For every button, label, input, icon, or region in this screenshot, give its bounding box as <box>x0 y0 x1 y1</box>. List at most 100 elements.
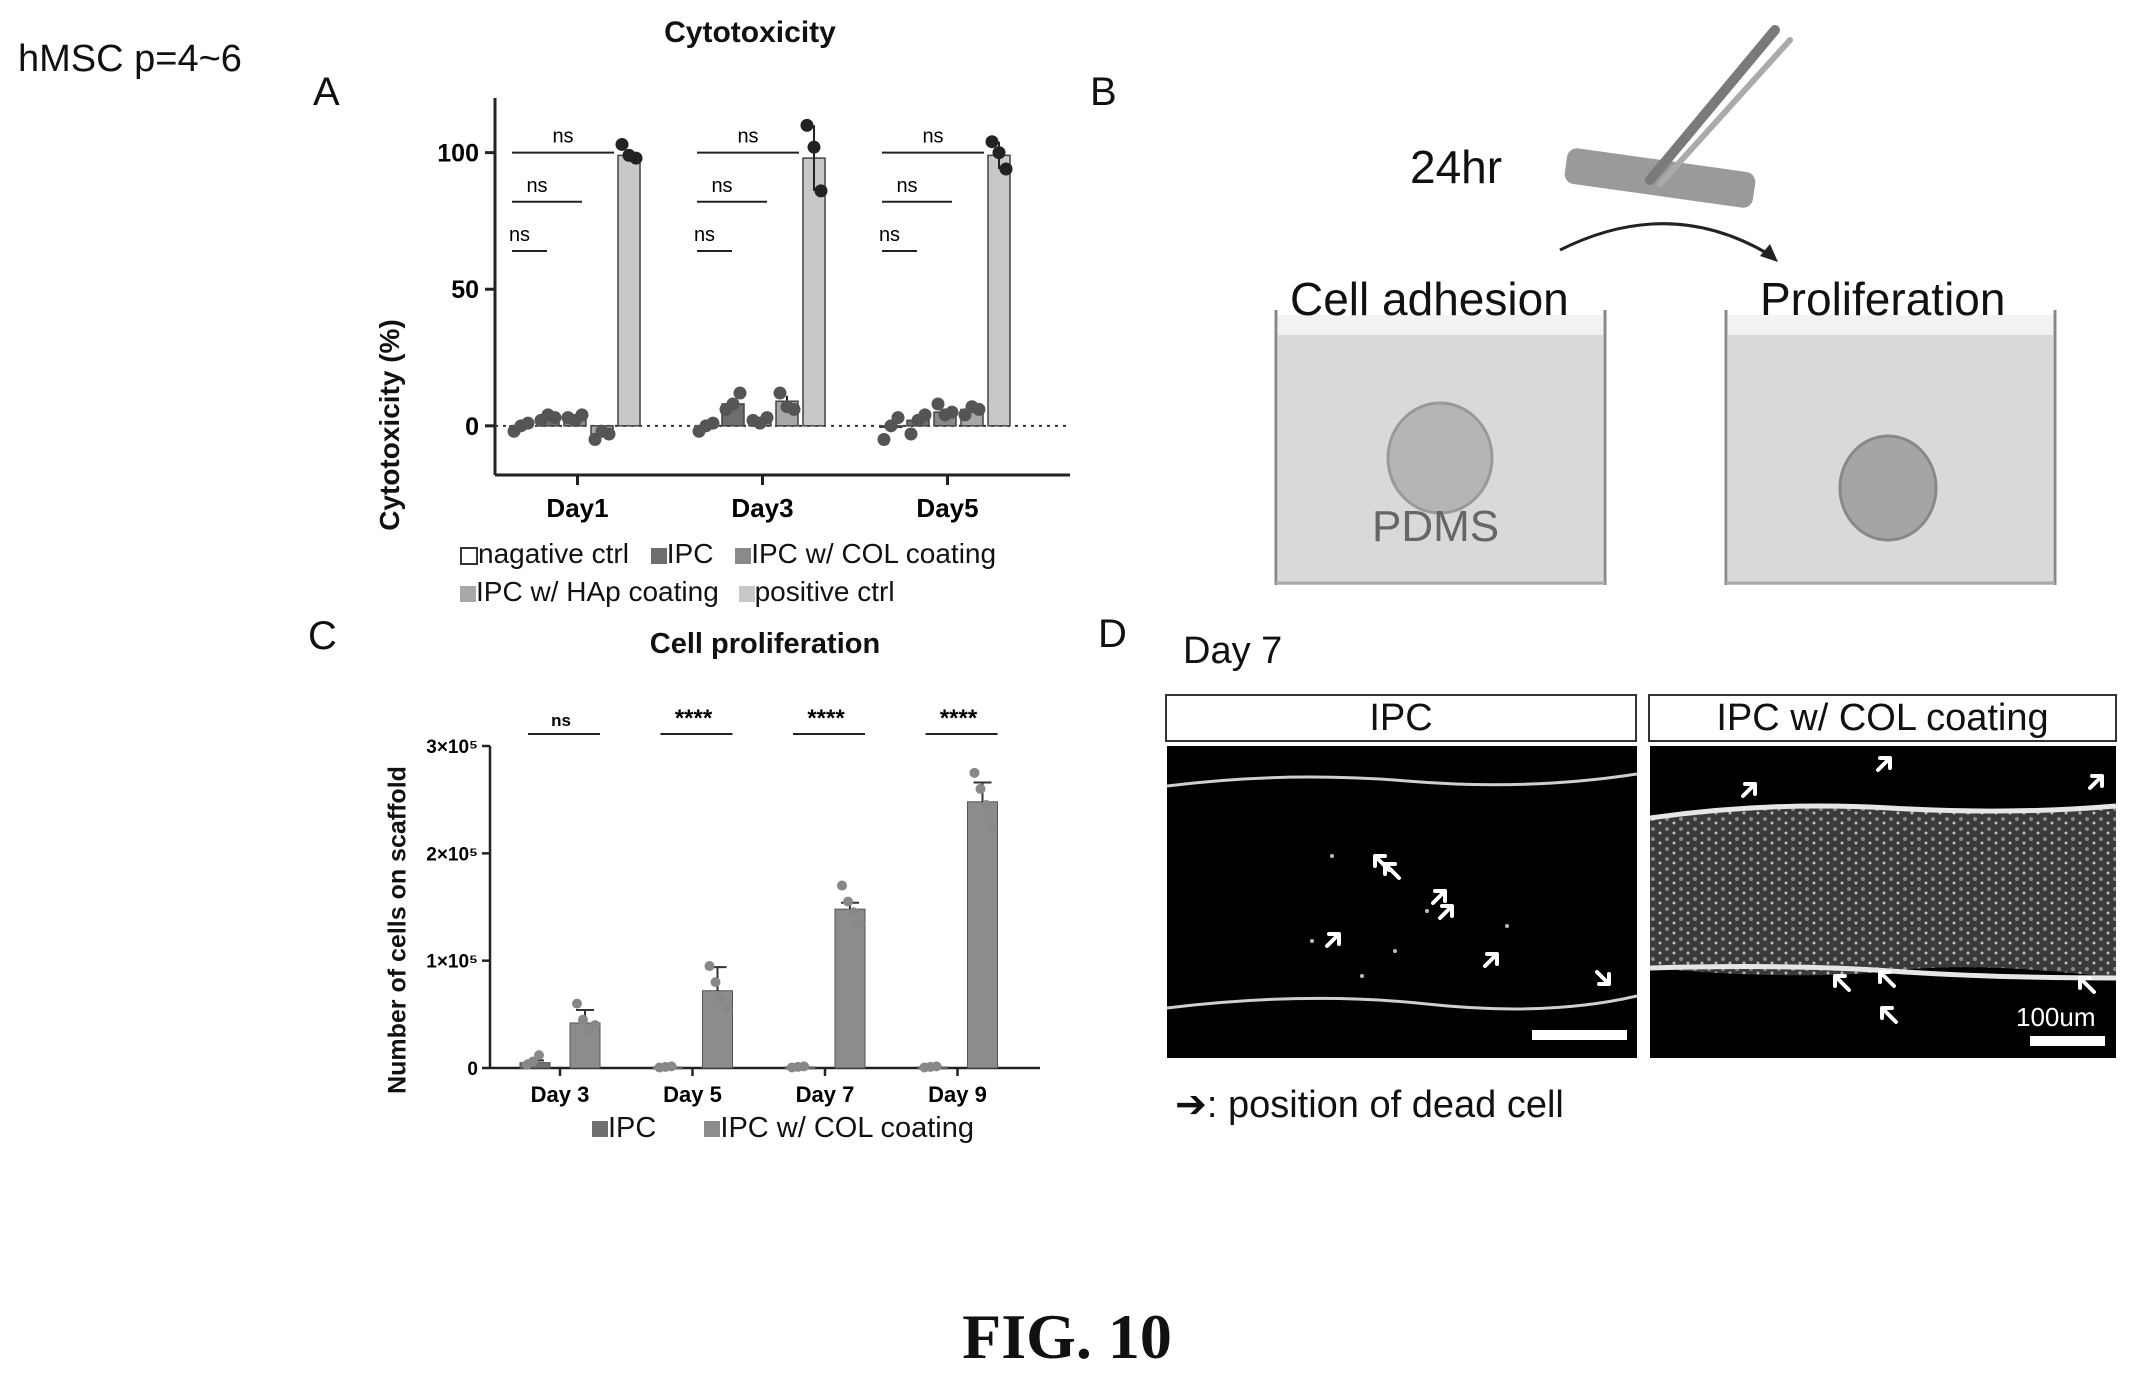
chart-a-bar <box>802 157 826 427</box>
scale-bar-label: 100um <box>2016 1002 2096 1032</box>
chart-a-bar <box>617 154 641 427</box>
legend-label-positive: positive ctrl <box>754 576 895 607</box>
cell-specks-ipc <box>1310 854 1509 978</box>
chart-c-ytick-label: 2×10⁵ <box>426 844 478 865</box>
legend-swatch-c-ipc <box>592 1121 608 1138</box>
chart-a-point <box>814 184 828 198</box>
panel-letter-a: A <box>313 70 340 114</box>
chart-a-point <box>760 411 774 425</box>
chart-a-sig-label: ns <box>737 126 758 148</box>
chart-c-ytick-label: 3×10⁵ <box>426 737 478 758</box>
chart-a-sig-label: ns <box>922 126 943 148</box>
transfer-arrow-icon <box>1559 222 1778 262</box>
micro-image-col <box>1650 746 2116 1058</box>
chart-a: 0 50 100 Day1 ns ns ns Day3 ns ns ns Day5 ns ns ns <box>437 98 1070 523</box>
chart-a-point <box>787 402 801 416</box>
chart-a-point <box>575 408 589 422</box>
figure-caption: FIG. 10 <box>962 1301 1172 1372</box>
chart-c-point <box>704 961 715 972</box>
dead-cell-arrows-ipc <box>1325 854 1611 986</box>
legend-swatch-c-col <box>704 1121 721 1138</box>
micro-left-label: IPC <box>1165 694 1637 742</box>
chart-c-point <box>981 800 992 811</box>
chart-a-sig-label: ns <box>896 175 917 197</box>
cell-adhesion-label: Cell adhesion <box>1290 273 1569 325</box>
legend-label-c-col: IPC w/ COL coating <box>720 1112 974 1144</box>
legend-swatch-positive <box>738 585 755 602</box>
chart-c-point <box>590 1020 600 1031</box>
dead-cell-arrows-col <box>1741 756 2104 1024</box>
chart-a-point <box>931 397 945 411</box>
chart-c-point <box>969 767 980 778</box>
chart-a-legend-row-1: nagative ctrl IPC IPC w/ COL coating <box>460 535 996 573</box>
chart-a-point <box>726 397 740 411</box>
chart-a-ytick-label: 50 <box>451 276 479 304</box>
chart-a-point <box>800 118 814 132</box>
chart-c-point <box>843 896 853 907</box>
chart-a-ylabel-wrap: Cytotoxicity (%) <box>370 319 410 531</box>
day7-label: Day 7 <box>1183 630 1283 672</box>
chart-a-point <box>733 386 747 400</box>
chart-c-point <box>849 907 859 918</box>
chart-a-point <box>992 146 1006 160</box>
chart-a-point <box>891 411 905 425</box>
chart-c-point <box>931 1061 942 1072</box>
legend-label-negative: nagative ctrl <box>478 538 629 569</box>
micro-ipc-drawing <box>1167 772 1637 1011</box>
chart-c-sig-label: ns <box>551 711 571 730</box>
scale-bar-right <box>2030 1036 2105 1046</box>
chart-c-point <box>534 1050 544 1061</box>
chart-a-legend-row-2: IPC w/ HAp coating positive ctrl <box>460 573 996 611</box>
chart-c-category-label: Day 9 <box>928 1082 987 1107</box>
chart-c-point <box>666 1061 677 1072</box>
chart-a-point <box>999 162 1013 176</box>
chart-c-bar <box>967 801 998 1069</box>
chart-c-sig-label: **** <box>940 705 978 732</box>
chart-c-point <box>799 1061 809 1072</box>
panel-letter-d: D <box>1098 612 1127 656</box>
right-well-icon <box>1724 310 2057 585</box>
chart-a-point <box>945 405 959 419</box>
chart-c-category-label: Day 7 <box>796 1082 855 1107</box>
chart-a-sig-label: ns <box>526 175 547 197</box>
chart-c-title: Cell proliferation <box>649 628 881 660</box>
chart-c: 0 1×10⁵ 2×10⁵ 3×10⁵ Day 3 ns Day 5 **** Day 7 ***… <box>426 705 1040 1107</box>
chart-a-point <box>972 402 986 416</box>
chart-c-ytick-label: 0 <box>467 1059 478 1080</box>
legend-swatch-col <box>735 547 752 564</box>
chart-c-point <box>710 977 721 988</box>
chart-a-point <box>706 416 720 430</box>
chart-a-point <box>521 416 535 430</box>
micro-col-drawing <box>1650 756 2116 1024</box>
legend-swatch-ipc <box>650 547 667 564</box>
chart-c-point <box>855 918 865 929</box>
legend-label-ipc: IPC <box>666 538 714 569</box>
chart-a-sig-label: ns <box>509 224 530 246</box>
chart-c-point <box>837 880 847 891</box>
chart-a-bar <box>987 154 1011 427</box>
chart-a-legend: nagative ctrl IPC IPC w/ COL coating IPC… <box>460 535 996 611</box>
chart-a-title: Cytotoxicity <box>664 16 836 49</box>
chart-c-sig-label: **** <box>675 705 713 732</box>
chart-a-point <box>773 386 787 400</box>
chart-a-sig-label: ns <box>694 224 715 246</box>
chart-a-point <box>985 135 999 149</box>
culture-diagram <box>1274 25 2057 585</box>
legend-label-c-ipc: IPC <box>608 1112 657 1144</box>
proliferation-label: Proliferation <box>1760 273 2006 325</box>
chart-c-point <box>572 998 582 1009</box>
panel-letter-b: B <box>1090 70 1117 114</box>
chart-c-point <box>716 993 727 1004</box>
pdms-label: PDMS <box>1372 502 1500 551</box>
chart-a-category-label: Day5 <box>916 493 978 523</box>
chart-c-point <box>722 1003 733 1014</box>
chart-a-point <box>904 427 918 441</box>
micro-image-ipc <box>1167 746 1637 1058</box>
chart-c-bar <box>834 908 866 1069</box>
chart-c-category-label: Day 5 <box>663 1082 722 1107</box>
chart-c-point <box>528 1056 538 1067</box>
chart-a-ytick-label: 100 <box>437 140 479 168</box>
chart-a-category-label: Day3 <box>731 493 793 523</box>
legend-swatch-negative <box>460 546 478 565</box>
legend-label-col: IPC w/ COL coating <box>751 538 997 569</box>
